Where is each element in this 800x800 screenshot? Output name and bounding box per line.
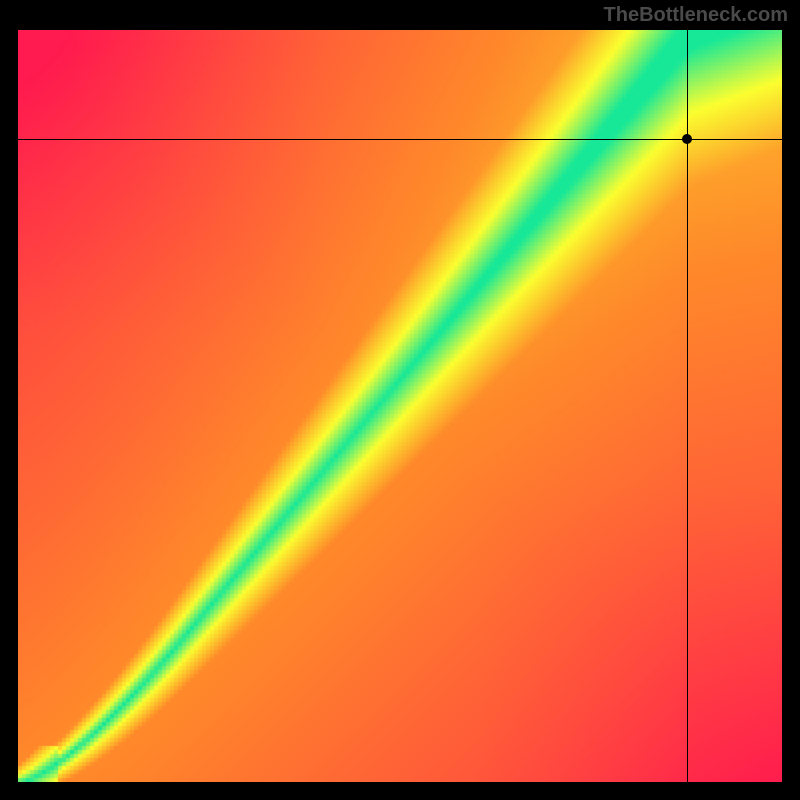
heatmap-canvas <box>18 30 782 782</box>
watermark-text: TheBottleneck.com <box>604 4 788 27</box>
crosshair-horizontal <box>18 139 782 140</box>
heatmap-container <box>18 30 782 782</box>
crosshair-point <box>682 134 692 144</box>
